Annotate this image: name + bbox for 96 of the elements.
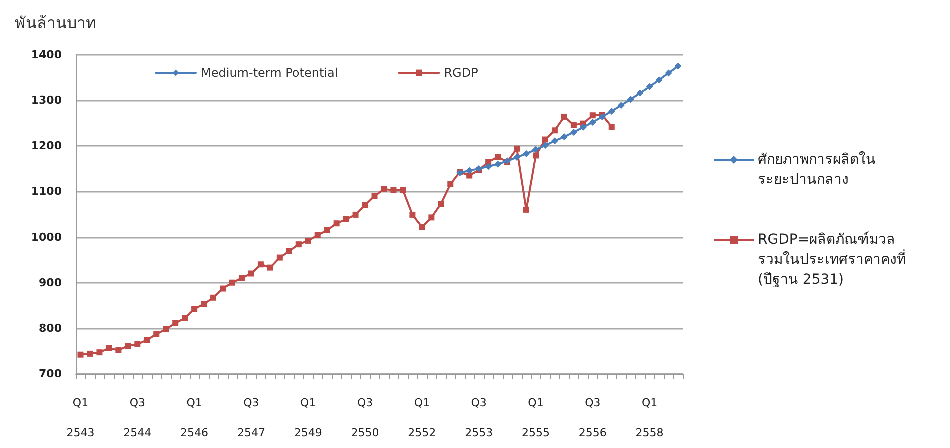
point <box>466 167 474 174</box>
point <box>372 193 378 200</box>
point <box>532 146 540 154</box>
category-label: Q1 2552 <box>408 396 436 440</box>
point <box>258 262 264 268</box>
point <box>229 280 236 286</box>
point <box>201 301 208 308</box>
point <box>674 62 682 70</box>
point <box>163 326 170 332</box>
point <box>486 159 492 166</box>
point <box>428 214 435 221</box>
point <box>276 254 283 261</box>
y-tick-label: 1300 <box>31 94 62 108</box>
y-tick-label: 1100 <box>31 185 62 198</box>
point <box>305 238 312 244</box>
point <box>570 122 577 128</box>
point <box>514 146 520 152</box>
point <box>381 186 388 192</box>
point <box>560 134 568 141</box>
point <box>78 352 84 358</box>
point <box>608 108 616 116</box>
point <box>570 128 578 136</box>
category-label: Q3 2544 <box>124 396 152 440</box>
point <box>410 212 416 218</box>
point <box>590 112 596 119</box>
point <box>646 83 654 90</box>
category-label: Q3 2550 <box>351 396 380 440</box>
point <box>106 345 112 352</box>
category-label: Q1 2543 <box>66 396 95 440</box>
point <box>618 102 625 110</box>
point <box>448 181 454 188</box>
point <box>627 96 634 104</box>
category-label: Q3 2553 <box>465 396 494 440</box>
category-label: Q1 2549 <box>294 396 322 440</box>
point <box>589 118 596 126</box>
point <box>286 248 292 254</box>
point <box>87 350 94 357</box>
point <box>134 341 141 348</box>
point <box>400 187 406 194</box>
point <box>494 160 502 168</box>
point <box>542 136 548 143</box>
category-label: Q3 2547 <box>237 396 266 440</box>
point <box>524 206 530 213</box>
category-label: Q1 2558 <box>636 396 664 440</box>
point <box>390 187 397 194</box>
point <box>514 154 521 162</box>
point <box>238 275 245 282</box>
point <box>542 142 549 150</box>
point <box>419 224 426 230</box>
point <box>296 242 302 248</box>
point <box>495 154 502 160</box>
point <box>172 320 179 326</box>
point <box>466 172 473 179</box>
point <box>324 227 330 234</box>
legend-label: RGDP <box>444 66 478 80</box>
category-label: Q1 2546 <box>180 396 209 440</box>
point <box>220 286 226 292</box>
point <box>314 232 321 238</box>
category-label: Q3 2556 <box>578 396 607 440</box>
point <box>552 128 558 134</box>
y-tick-label: 1000 <box>31 230 62 244</box>
point <box>561 114 568 120</box>
text: RGDP=ผลิตภัณฑ์มวล รวมในประเทศราคาคงที่ (ปีฐาน 2531) <box>758 230 906 290</box>
y-tick-label: 1200 <box>31 140 62 153</box>
y-tick-label: 1400 <box>31 48 62 62</box>
point <box>116 347 122 354</box>
y-tick-label: 800 <box>39 322 62 335</box>
y-tick-label: 700 <box>39 368 62 380</box>
point <box>636 90 644 97</box>
point <box>580 124 587 131</box>
point <box>192 306 198 312</box>
legend-label: Medium-term Potential <box>201 66 338 80</box>
y-axis-title: พันล้านบาท <box>15 14 97 32</box>
point <box>665 70 672 77</box>
point <box>125 343 132 350</box>
point <box>96 350 103 356</box>
point <box>438 201 444 208</box>
point <box>352 212 359 218</box>
point <box>154 331 160 338</box>
point <box>334 220 340 227</box>
point <box>551 138 558 145</box>
text: ศักยภาพการผลิตใน ระยะปานกลาง <box>758 150 876 190</box>
point <box>608 124 615 130</box>
point <box>210 294 217 301</box>
point <box>144 337 150 344</box>
point <box>267 264 274 271</box>
point <box>656 76 663 84</box>
point <box>182 315 188 322</box>
point <box>523 150 530 158</box>
point <box>362 202 368 208</box>
point <box>343 216 350 223</box>
point <box>532 152 539 159</box>
point <box>485 163 492 170</box>
y-tick-label: 900 <box>39 276 62 290</box>
point <box>248 270 254 277</box>
category-label: Q1 2555 <box>522 396 550 440</box>
